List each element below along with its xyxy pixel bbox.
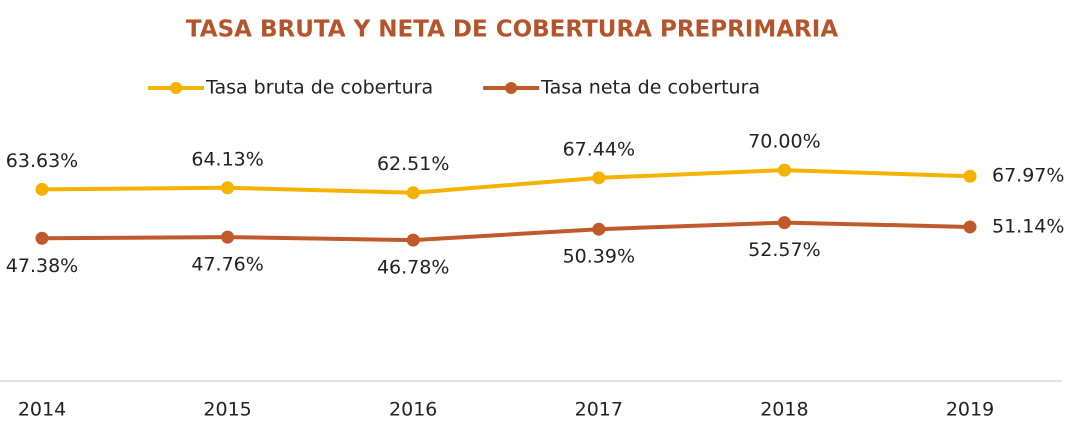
x-tick-label: 2019 (946, 399, 994, 421)
data-label: 52.57% (748, 239, 820, 261)
data-label: 67.97% (992, 165, 1064, 187)
legend-marker (505, 82, 518, 94)
data-point (221, 230, 235, 244)
x-tick-label: 2016 (389, 399, 437, 421)
data-label: 50.39% (563, 246, 635, 268)
data-label: 47.76% (191, 254, 263, 276)
data-point (592, 222, 606, 236)
data-label: 64.13% (191, 148, 263, 170)
data-point (963, 220, 977, 234)
series-line (41, 168, 971, 195)
x-tick-label: 2014 (18, 399, 66, 421)
data-label: 46.78% (377, 257, 449, 279)
data-point (35, 182, 49, 196)
data-label: 70.00% (748, 131, 820, 153)
x-tick-label: 2015 (203, 399, 251, 421)
data-point (35, 231, 49, 245)
data-point (592, 171, 606, 185)
data-point (406, 186, 420, 200)
data-label: 63.63% (6, 150, 78, 172)
data-point (221, 181, 235, 195)
data-label: 47.38% (6, 255, 78, 277)
series-line (41, 220, 971, 243)
chart-title: TASA BRUTA Y NETA DE COBERTURA PREPRIMAR… (186, 17, 838, 43)
legend-marker (170, 82, 182, 94)
data-point (777, 163, 791, 177)
data-label: 67.44% (563, 138, 635, 160)
data-label: 62.51% (377, 153, 449, 175)
legend-label: Tasa neta de cobertura (540, 77, 760, 99)
x-tick-label: 2018 (760, 399, 808, 421)
x-tick-label: 2017 (575, 399, 623, 421)
data-point (777, 216, 791, 230)
data-label: 51.14% (992, 215, 1064, 237)
legend-label: Tasa bruta de cobertura (205, 77, 433, 99)
data-point (963, 169, 977, 183)
data-point (406, 233, 420, 247)
